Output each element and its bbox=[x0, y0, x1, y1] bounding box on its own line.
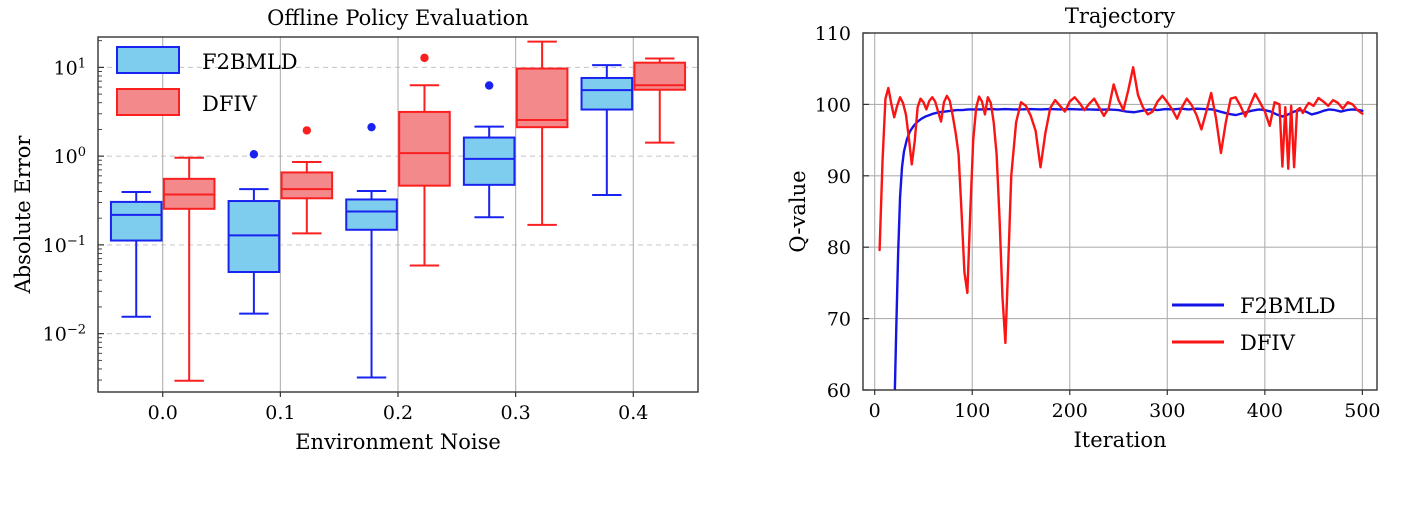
y-axis-label-q-value: Q-value bbox=[786, 170, 810, 252]
boxplot-dfiv-1 bbox=[280, 126, 334, 235]
xtick-label-4: 0.4 bbox=[618, 402, 648, 424]
chart-title-offline-policy-evaluation: Offline Policy Evaluation bbox=[267, 6, 529, 30]
panel-trajectory: 0 100 200 300 400 500 60 70 80 90 100 110 Trajectory… bbox=[786, 4, 1381, 452]
box-body bbox=[280, 171, 334, 200]
flier-point bbox=[420, 53, 429, 63]
ytick-label-5: 110 bbox=[815, 23, 851, 45]
traces-group bbox=[878, 66, 1364, 390]
flier-point bbox=[367, 122, 376, 132]
legend-label-f2bmld: F2BMLD bbox=[202, 50, 298, 74]
trace-f2bmld bbox=[893, 107, 1364, 390]
box-body bbox=[227, 200, 281, 273]
boxplot-f2bmld-0 bbox=[109, 190, 163, 318]
xtick-label-3: 0.3 bbox=[501, 402, 531, 424]
box-body bbox=[580, 76, 634, 111]
ytick-label-3: 101 bbox=[54, 56, 86, 80]
boxplot-f2bmld-1 bbox=[227, 150, 281, 315]
boxplot-dfiv-0 bbox=[162, 156, 216, 382]
y-axis-label-absolute-error: Absolute Error bbox=[11, 135, 35, 295]
ytick-label-0: 10−2 bbox=[43, 322, 86, 346]
xtick-label-2: 200 bbox=[1052, 400, 1088, 422]
legend-label-f2bmld: F2BMLD bbox=[1240, 294, 1336, 318]
xtick-label-1: 100 bbox=[954, 400, 990, 422]
legend-label-dfiv: DFIV bbox=[202, 92, 258, 116]
boxplot-f2bmld-3 bbox=[462, 81, 516, 219]
flier-point bbox=[302, 126, 312, 135]
ytick-label-4: 100 bbox=[815, 94, 851, 116]
flier-point bbox=[249, 150, 259, 159]
x-axis-label-environment-noise: Environment Noise bbox=[295, 430, 501, 454]
xtick-label-2: 0.2 bbox=[383, 402, 413, 424]
xtick-label-5: 500 bbox=[1344, 400, 1380, 422]
xtick-label-3: 300 bbox=[1149, 400, 1185, 422]
chart-title-trajectory: Trajectory bbox=[1065, 4, 1175, 28]
box-body bbox=[515, 67, 569, 129]
boxplot-dfiv-4 bbox=[633, 57, 687, 144]
xtick-label-0: 0 bbox=[869, 400, 881, 422]
ytick-label-1: 10−1 bbox=[43, 233, 86, 257]
ytick-label-3: 90 bbox=[827, 166, 851, 188]
boxplot-dfiv-3 bbox=[515, 40, 569, 226]
boxplot-dfiv-2 bbox=[398, 53, 451, 267]
xtick-label-1: 0.1 bbox=[265, 402, 295, 424]
ytick-label-1: 70 bbox=[827, 309, 851, 331]
panel-offline-policy-evaluation: 0.0 0.1 0.2 0.3 0.4 10−2 10−1 100 101 Offline Pol… bbox=[11, 6, 699, 454]
box-body bbox=[398, 110, 451, 187]
boxplot-f2bmld-4 bbox=[580, 64, 634, 196]
xtick-label-4: 400 bbox=[1247, 400, 1283, 422]
trace-dfiv bbox=[878, 66, 1364, 345]
box-body bbox=[462, 136, 516, 186]
legend-swatch-dfiv bbox=[116, 88, 180, 116]
box-body bbox=[109, 200, 163, 242]
legend-swatch-f2bmld bbox=[116, 46, 180, 74]
ytick-label-2: 100 bbox=[54, 145, 86, 169]
ytick-label-2: 80 bbox=[827, 237, 851, 259]
legend-label-dfiv: DFIV bbox=[1240, 331, 1296, 355]
box-body bbox=[345, 198, 398, 231]
flier-point bbox=[484, 81, 494, 90]
boxplot-f2bmld-2 bbox=[345, 122, 398, 379]
plot-frame bbox=[862, 32, 1378, 391]
ytick-label-0: 60 bbox=[827, 380, 851, 402]
x-axis-label-iteration: Iteration bbox=[1073, 428, 1166, 452]
xtick-label-0: 0.0 bbox=[148, 402, 178, 424]
